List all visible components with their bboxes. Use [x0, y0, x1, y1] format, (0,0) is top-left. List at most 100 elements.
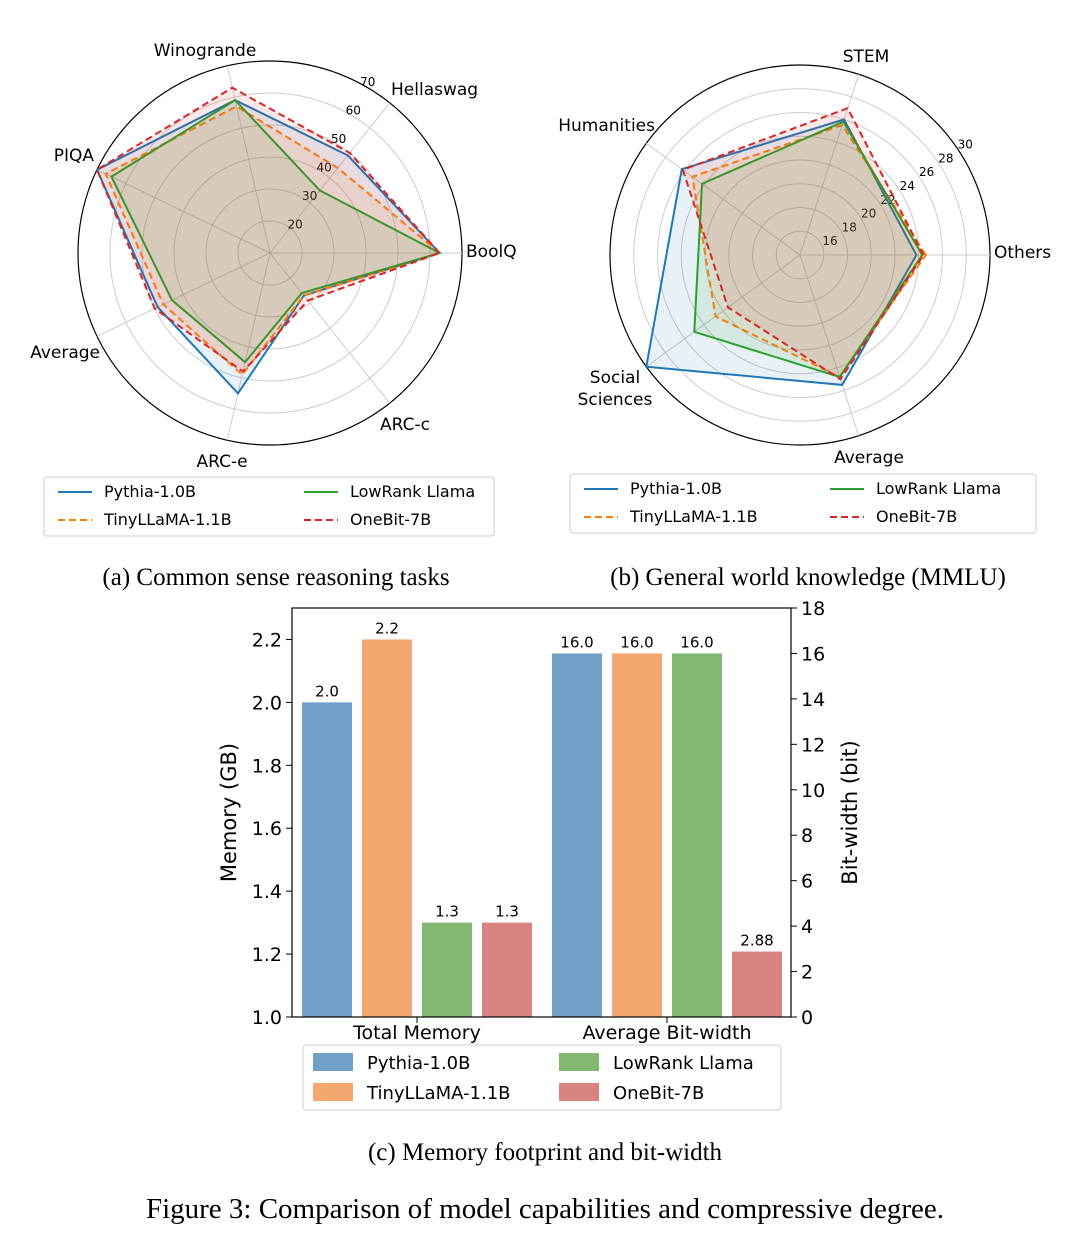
bar-onebit-7b-average-bit-width	[732, 951, 782, 1017]
y-tick-label: 2.0	[252, 692, 282, 714]
radar-tick-label: 50	[331, 132, 346, 146]
radar-spoke	[96, 169, 271, 254]
radar-fill-tinyllama-1-1b	[105, 106, 440, 375]
bar-lowrank-llama-total-memory	[422, 922, 472, 1017]
legend-swatch-pythia-1-0b	[313, 1053, 353, 1071]
bar-value-label: 16.0	[560, 633, 593, 651]
radar-tick-label: 16	[822, 234, 837, 248]
y2-tick-label: 16	[801, 643, 825, 665]
y2-tick-label: 4	[801, 916, 813, 938]
radar-line-pythia-1-0b	[95, 98, 442, 396]
radar-chart-mmlu: 1618202224262830OthersSTEMHumanitiesSoci…	[558, 47, 1051, 534]
radar-line-lowrank-llama	[110, 98, 443, 364]
legend-label-pythia-1-0b: Pythia-1.0B	[104, 482, 196, 501]
radar-fill-tinyllama-1-1b	[692, 125, 926, 377]
bar-value-label: 2.2	[375, 619, 399, 637]
radar-spoke	[799, 74, 860, 256]
radar-tick-label: 28	[938, 151, 953, 165]
radar-axis-label-winogrande: Winogrande	[154, 41, 257, 61]
radar-axis-label-arc-c: ARC-c	[380, 415, 430, 435]
plot-frame	[291, 607, 792, 1018]
radar-spoke	[645, 254, 801, 368]
radar-line-lowrank-llama	[693, 120, 924, 379]
radar-axis-label-average: Average	[30, 343, 100, 363]
radar-spoke	[269, 102, 391, 254]
bar-value-label: 16.0	[620, 633, 653, 651]
legend-swatch-tinyllama-1-1b	[313, 1083, 353, 1101]
legend-swatch-lowrank-llama	[559, 1053, 599, 1071]
y-tick-label: 2.2	[252, 629, 282, 651]
radar-fill-lowrank-llama	[694, 121, 923, 377]
bar-tinyllama-1-1b-average-bit-width	[612, 653, 662, 1017]
radar-axis-label-social-sciences: Social Sciences	[578, 368, 653, 410]
y-tick-label: 1.4	[252, 881, 282, 903]
legend-label-pythia-1-0b: Pythia-1.0B	[367, 1053, 470, 1074]
radar-chart-common-sense: 20 30 40 50 60 70 BoolQ Hellaswag Winogrande PIQA…	[30, 41, 517, 537]
bar-tinyllama-1-1b-total-memory	[362, 639, 412, 1017]
bar-value-label: 1.3	[495, 903, 519, 921]
bar-pythia-1-0b-average-bit-width	[552, 653, 602, 1017]
y2-axis-label: Bit-width (bit)	[838, 740, 862, 884]
legend-label-tinyllama-1-1b: TinyLLaMA-1.1B	[103, 510, 232, 529]
legend-box	[43, 476, 495, 537]
legend-label-tinyllama-1-1b: TinyLLaMA-1.1B	[366, 1083, 511, 1104]
bar-value-label: 1.3	[435, 903, 459, 921]
bar-chart-memory-bitwidth: 1.0 1.2 1.4 1.6 1.8 2.0 2.2 0 2 4 6 8 10 12 14 16 18 2.0 2…	[217, 598, 862, 1111]
caption-c: (c) Memory footprint and bit-width	[368, 1139, 723, 1166]
y-tick-label: 1.0	[252, 1007, 282, 1029]
y2-tick-label: 8	[801, 825, 813, 847]
radar-spoke	[269, 252, 391, 404]
radar-axis-label-average: Average	[834, 448, 904, 468]
bar-onebit-7b-total-memory	[482, 922, 532, 1017]
legend-label-onebit-7b: OneBit-7B	[613, 1083, 704, 1104]
x-tick-label: Total Memory	[352, 1022, 481, 1044]
legend-label-onebit-7b: OneBit-7B	[350, 510, 431, 529]
y2-tick-label: 0	[801, 1007, 813, 1029]
radar-axis-label-piqa: PIQA	[54, 146, 95, 166]
radar-tick-label: 18	[842, 220, 857, 234]
y-tick-label: 1.2	[252, 944, 282, 966]
radar-axis-label-others: Others	[994, 243, 1051, 263]
legend-label-onebit-7b: OneBit-7B	[876, 507, 957, 526]
bar-value-label: 2.0	[315, 682, 339, 700]
bar-lowrank-llama-average-bit-width	[672, 653, 722, 1017]
radar-tick-label: 40	[317, 160, 332, 174]
legend-swatch-onebit-7b	[559, 1083, 599, 1101]
legend-label-pythia-1-0b: Pythia-1.0B	[630, 479, 722, 498]
x-tick-label: Average Bit-width	[582, 1022, 751, 1044]
radar-axis-label-humanities: Humanities	[558, 116, 655, 136]
y-axis-label: Memory (GB)	[217, 743, 241, 882]
radar-tick-label: 30	[958, 138, 973, 152]
legend-label-tinyllama-1-1b: TinyLLaMA-1.1B	[629, 507, 758, 526]
radar-axis-label-stem: STEM	[843, 47, 890, 67]
bar-value-label: 16.0	[680, 633, 713, 651]
radar-axis-label-boolq: BoolQ	[466, 242, 517, 262]
legend-label-lowrank-llama: LowRank Llama	[613, 1053, 754, 1074]
legend-label-lowrank-llama: LowRank Llama	[876, 479, 1001, 498]
y2-tick-label: 2	[801, 962, 813, 984]
legend-box	[569, 473, 1037, 534]
y2-tick-label: 18	[801, 598, 825, 620]
y2-tick-label: 14	[801, 689, 825, 711]
radar-spoke	[226, 65, 271, 254]
caption-a: (a) Common sense reasoning tasks	[102, 564, 449, 591]
radar-line-onebit-7b	[681, 106, 925, 381]
radar-tick-label: 20	[861, 207, 876, 221]
y-tick-label: 1.6	[252, 818, 282, 840]
y2-tick-label: 6	[801, 871, 813, 893]
radar-fill-onebit-7b	[97, 87, 440, 372]
radar-fill-pythia-1-0b	[646, 119, 917, 385]
radar-tick-label: 24	[900, 179, 915, 193]
radar-fill-lowrank-llama	[111, 100, 440, 363]
radar-tick-label: 70	[360, 75, 375, 89]
radar-spoke	[96, 252, 271, 337]
y-tick-label: 1.8	[252, 755, 282, 777]
legend-label-lowrank-llama: LowRank Llama	[350, 482, 475, 501]
radar-spoke	[226, 252, 271, 441]
radar-axis-label-arc-e: ARC-e	[196, 452, 247, 472]
radar-tick-label: 26	[919, 165, 934, 179]
radar-spoke	[645, 142, 801, 256]
y2-tick-label: 10	[801, 780, 825, 802]
figure-caption: Figure 3: Comparison of model capabiliti…	[146, 1193, 944, 1225]
